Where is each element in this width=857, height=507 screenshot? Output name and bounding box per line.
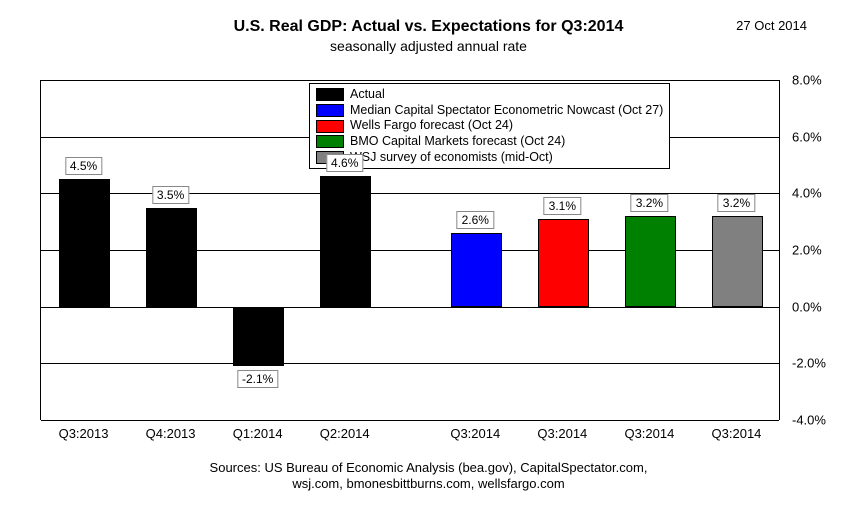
legend-label: Actual <box>350 87 385 103</box>
x-tick-label: Q3:2013 <box>59 426 109 441</box>
bar-value-label: 3.1% <box>544 197 581 215</box>
legend-item: Actual <box>316 87 663 103</box>
bar-value-label: 3.2% <box>631 194 668 212</box>
y-tick-label: 2.0% <box>786 243 822 258</box>
gridline <box>41 420 779 421</box>
bar <box>712 216 762 307</box>
gridline <box>41 363 779 364</box>
legend-label: WSJ survey of economists (mid-Oct) <box>350 150 553 166</box>
x-tick-label: Q4:2013 <box>146 426 196 441</box>
gdp-chart: 27 Oct 2014 U.S. Real GDP: Actual vs. Ex… <box>0 0 857 507</box>
bar <box>538 219 588 307</box>
x-tick-label: Q1:2014 <box>233 426 283 441</box>
sources-line: Sources: US Bureau of Economic Analysis … <box>0 460 857 493</box>
legend-item: WSJ survey of economists (mid-Oct) <box>316 150 663 166</box>
legend-label: Median Capital Spectator Econometric Now… <box>350 103 663 119</box>
bar-value-label: 4.5% <box>65 157 102 175</box>
y-tick-label: -4.0% <box>786 413 826 428</box>
bar <box>59 179 109 307</box>
x-tick-label: Q3:2014 <box>537 426 587 441</box>
y-tick-label: 8.0% <box>786 73 822 88</box>
y-tick-label: 0.0% <box>786 299 822 314</box>
x-tick-label: Q3:2014 <box>450 426 500 441</box>
x-tick-label: Q2:2014 <box>320 426 370 441</box>
bar <box>233 307 283 367</box>
bar-value-label: -2.1% <box>237 370 278 388</box>
legend-label: BMO Capital Markets forecast (Oct 24) <box>350 134 565 150</box>
y-tick-label: 4.0% <box>786 186 822 201</box>
chart-subtitle: seasonally adjusted annual rate <box>0 38 857 54</box>
sources-text-2: wsj.com, bmonesbittburns.com, wellsfargo… <box>292 476 564 491</box>
bar-value-label: 4.6% <box>326 154 363 172</box>
legend-swatch <box>316 120 344 133</box>
bar <box>625 216 675 307</box>
bar <box>320 176 370 306</box>
gridline <box>41 80 779 81</box>
sources-text-1: Sources: US Bureau of Economic Analysis … <box>210 460 648 475</box>
bar <box>146 208 196 307</box>
bar-value-label: 2.6% <box>457 211 494 229</box>
legend-swatch <box>316 104 344 117</box>
y-tick-label: 6.0% <box>786 129 822 144</box>
x-tick-label: Q3:2014 <box>712 426 762 441</box>
legend-item: BMO Capital Markets forecast (Oct 24) <box>316 134 663 150</box>
y-tick-label: -2.0% <box>786 356 826 371</box>
x-tick-label: Q3:2014 <box>624 426 674 441</box>
bar <box>451 233 501 307</box>
chart-title: U.S. Real GDP: Actual vs. Expectations f… <box>0 18 857 36</box>
bar-value-label: 3.2% <box>718 194 755 212</box>
legend-item: Median Capital Spectator Econometric Now… <box>316 103 663 119</box>
bar-value-label: 3.5% <box>152 186 189 204</box>
gridline <box>41 307 779 308</box>
legend-swatch <box>316 135 344 148</box>
legend-swatch <box>316 88 344 101</box>
legend-item: Wells Fargo forecast (Oct 24) <box>316 118 663 134</box>
legend-label: Wells Fargo forecast (Oct 24) <box>350 118 513 134</box>
